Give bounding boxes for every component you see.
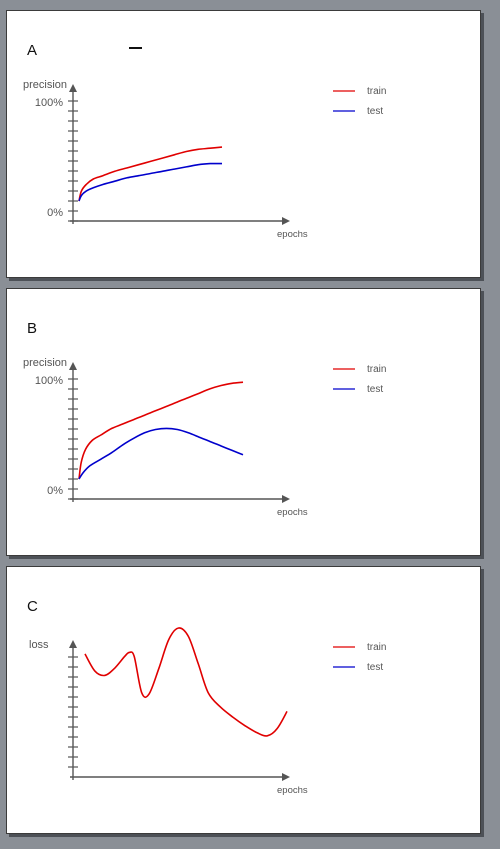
legend-label-train: train — [367, 364, 386, 375]
y-axis-label: loss — [29, 639, 49, 651]
chart-svg: precision 100% 0% epochs train test — [23, 79, 386, 240]
chart-svg: precision 100% 0% epochs train test — [23, 357, 386, 518]
series-line-test — [78, 162, 223, 202]
y-axis-label: precision — [23, 79, 67, 91]
y-tick-top-label: 100% — [35, 375, 63, 387]
title-dash — [129, 47, 142, 49]
series-line-train — [84, 627, 288, 737]
series-line-train — [78, 381, 244, 480]
panel-letter: A — [27, 42, 38, 59]
x-axis-label: epochs — [277, 507, 308, 518]
chart-svg: loss epochs train test — [29, 627, 386, 796]
y-tick-top-label: 100% — [35, 97, 63, 109]
legend-label-test: test — [367, 384, 383, 395]
y-axis-arrow — [69, 640, 77, 648]
x-axis-label: epochs — [277, 229, 308, 240]
chart-panel-c: C loss epochs train test — [6, 566, 481, 834]
chart-panel-a: A precision 100% 0% epochs train test — [6, 10, 481, 278]
panel-letter: B — [27, 320, 38, 337]
legend: train test — [333, 364, 386, 395]
legend-label-test: test — [367, 662, 383, 673]
x-axis-arrow — [282, 217, 290, 225]
panel-letter: C — [27, 598, 38, 615]
y-tick-bottom-label: 0% — [47, 485, 63, 497]
chart-panel-b: B precision 100% 0% epochs train test — [6, 288, 481, 556]
series-line-train — [78, 146, 223, 202]
x-axis-arrow — [282, 495, 290, 503]
x-axis-label: epochs — [277, 785, 308, 796]
y-axis-label: precision — [23, 357, 67, 369]
y-axis-arrow — [69, 362, 77, 370]
series-line-test — [78, 427, 244, 480]
legend-label-train: train — [367, 86, 386, 97]
y-axis-arrow — [69, 84, 77, 92]
y-tick-bottom-label: 0% — [47, 207, 63, 219]
x-axis-arrow — [282, 773, 290, 781]
legend-label-train: train — [367, 642, 386, 653]
legend: train test — [333, 642, 386, 673]
legend-label-test: test — [367, 106, 383, 117]
legend: train test — [333, 86, 386, 117]
